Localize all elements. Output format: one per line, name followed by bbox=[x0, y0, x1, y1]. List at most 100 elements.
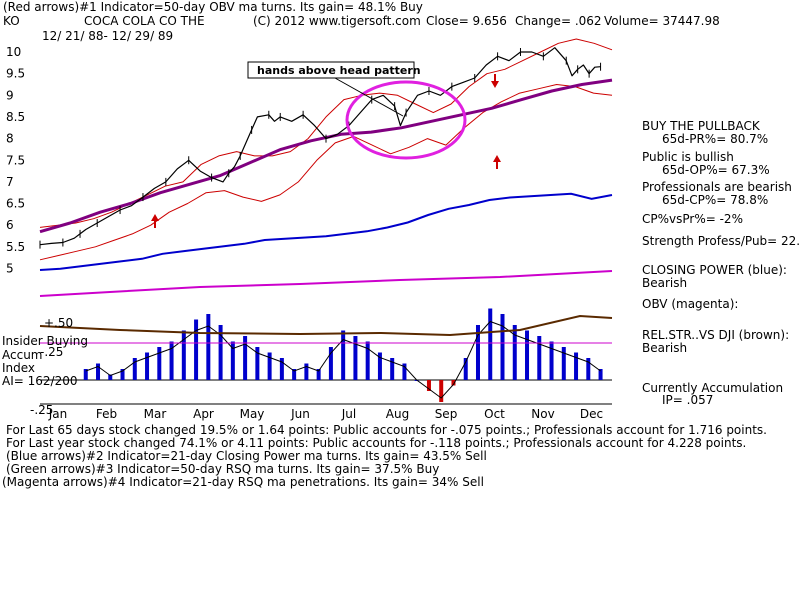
footer-line-5: (Magenta arrows)#4 Indicator=21-day RSQ … bbox=[2, 475, 484, 489]
company-name: COCA COLA CO THE bbox=[84, 14, 205, 28]
y-tick-label: 7 bbox=[6, 175, 14, 189]
close-value: Close= 9.656 bbox=[426, 14, 507, 28]
accum-bar bbox=[169, 341, 174, 380]
accum-bar bbox=[586, 358, 591, 380]
accum-bar bbox=[475, 325, 480, 380]
month-label: Mar bbox=[144, 407, 167, 421]
closing-power-line bbox=[39, 192, 613, 271]
volume-value: Volume= 37447.98 bbox=[604, 14, 720, 28]
panel-label-plus50: +.50 bbox=[44, 316, 74, 330]
footer-line-1: For Last 65 days stock changed 19.5% or … bbox=[6, 423, 767, 437]
accum-bar bbox=[512, 325, 517, 380]
insider-buying-label: Insider Buying bbox=[2, 334, 88, 348]
footer-line-3: (Blue arrows)#2 Indicator=21-day Closing… bbox=[6, 449, 487, 463]
sidebar-cpvspr: CP%vsPr%= -2% bbox=[642, 212, 743, 226]
y-tick-label: 8 bbox=[6, 132, 14, 146]
accum-bar bbox=[292, 369, 297, 380]
accum-bar bbox=[83, 369, 88, 380]
accum-bar bbox=[488, 308, 493, 380]
obv-line bbox=[39, 270, 613, 297]
sidebar-pr: 65d-PR%= 80.7% bbox=[662, 132, 769, 146]
accum-bar bbox=[120, 369, 125, 380]
accum-bar bbox=[218, 325, 223, 380]
sidebar-ip: IP= .057 bbox=[662, 393, 714, 407]
y-tick-label: 9.5 bbox=[6, 67, 25, 81]
month-label: Oct bbox=[484, 407, 505, 421]
accum-bar bbox=[145, 352, 150, 380]
buy-arrow-march bbox=[151, 214, 159, 228]
sidebar-accumulation: Currently Accumulation bbox=[642, 381, 784, 395]
y-tick-label: 10 bbox=[6, 45, 21, 59]
buy-arrow-october bbox=[493, 155, 501, 169]
ma50-line bbox=[39, 78, 613, 234]
accumulation-histogram bbox=[40, 308, 612, 402]
month-label: Jan bbox=[48, 407, 68, 421]
accum-bar bbox=[267, 352, 272, 380]
accum-bar bbox=[194, 319, 199, 380]
accum-bar bbox=[255, 347, 260, 380]
accum-bar bbox=[279, 358, 284, 380]
y-tick-label: 6 bbox=[6, 218, 14, 232]
month-label: Sep bbox=[435, 407, 458, 421]
accum-bar bbox=[328, 347, 333, 380]
y-tick-label: 5.5 bbox=[6, 240, 25, 254]
accum-bar bbox=[426, 380, 431, 391]
accum-bar bbox=[206, 314, 211, 380]
accum-bar bbox=[353, 336, 358, 380]
month-label: Jul bbox=[341, 407, 356, 421]
panel-label-minus25b: -.25 bbox=[30, 403, 54, 417]
accum-bar bbox=[341, 330, 346, 380]
sidebar-obv: OBV (magenta): bbox=[642, 297, 739, 311]
accum-bar bbox=[537, 336, 542, 380]
sidebar-strength: Strength Profess/Pub= 22.9 bbox=[642, 234, 800, 248]
sidebar-signal: BUY THE PULLBACK bbox=[642, 119, 760, 133]
date-range: 12/ 21/ 88- 12/ 29/ 89 bbox=[42, 29, 174, 43]
pattern-ellipse bbox=[345, 80, 467, 160]
sidebar-professionals: Professionals are bearish bbox=[642, 180, 792, 194]
accum-bar bbox=[230, 341, 235, 380]
price-line bbox=[39, 47, 601, 246]
sidebar-closing-power: CLOSING POWER (blue): bbox=[642, 263, 787, 277]
change-value: Change= .062 bbox=[515, 14, 602, 28]
accum-bar bbox=[390, 358, 395, 380]
accum-bar bbox=[181, 330, 186, 380]
annotation-label: hands above head pattern bbox=[257, 64, 421, 77]
accum-bar bbox=[157, 347, 162, 380]
accum-bar bbox=[108, 374, 113, 380]
accum-bar bbox=[451, 380, 456, 386]
y-tick-label: 7.5 bbox=[6, 153, 25, 167]
accum-bar bbox=[377, 352, 382, 380]
y-tick-label: 6.5 bbox=[6, 197, 25, 211]
ticker: KO bbox=[3, 14, 20, 28]
accum-label: Accum bbox=[2, 348, 43, 362]
copyright: (C) 2012 www.tigersoft.com bbox=[253, 14, 421, 28]
accum-bar bbox=[598, 369, 603, 380]
accum-bar bbox=[402, 363, 407, 380]
accum-bar bbox=[316, 369, 321, 380]
sidebar-closing-power-status: Bearish bbox=[642, 276, 688, 290]
annotation-box bbox=[247, 61, 415, 79]
indicator-line-1: (Red arrows)#1 Indicator=50-day OBV ma t… bbox=[3, 0, 423, 14]
y-tick-label: 8.5 bbox=[6, 110, 25, 124]
month-label: Feb bbox=[96, 407, 117, 421]
accum-bar bbox=[463, 358, 468, 380]
month-label: Dec bbox=[580, 407, 603, 421]
panel-label-minus25: -.25 bbox=[40, 345, 64, 359]
sidebar-public: Public is bullish bbox=[642, 150, 734, 164]
sidebar-cp: 65d-CP%= 78.8% bbox=[662, 193, 769, 207]
ai-value: AI= 162/200 bbox=[2, 374, 78, 388]
sidebar-relstr: REL.STR..VS DJI (brown): bbox=[642, 328, 790, 342]
accum-bar bbox=[525, 330, 530, 380]
annotation-pointer bbox=[334, 77, 404, 117]
accum-ma-line bbox=[85, 320, 601, 399]
accum-bar bbox=[132, 358, 137, 380]
accum-bar bbox=[549, 341, 554, 380]
sell-arrow-october bbox=[491, 74, 499, 88]
month-label: Apr bbox=[193, 407, 214, 421]
index-label: Index bbox=[2, 361, 36, 375]
month-label: Jun bbox=[290, 407, 310, 421]
footer-line-2: For Last year stock changed 74.1% or 4.1… bbox=[6, 436, 747, 450]
sidebar-op: 65d-OP%= 67.3% bbox=[662, 163, 770, 177]
y-tick-label: 9 bbox=[6, 88, 14, 102]
